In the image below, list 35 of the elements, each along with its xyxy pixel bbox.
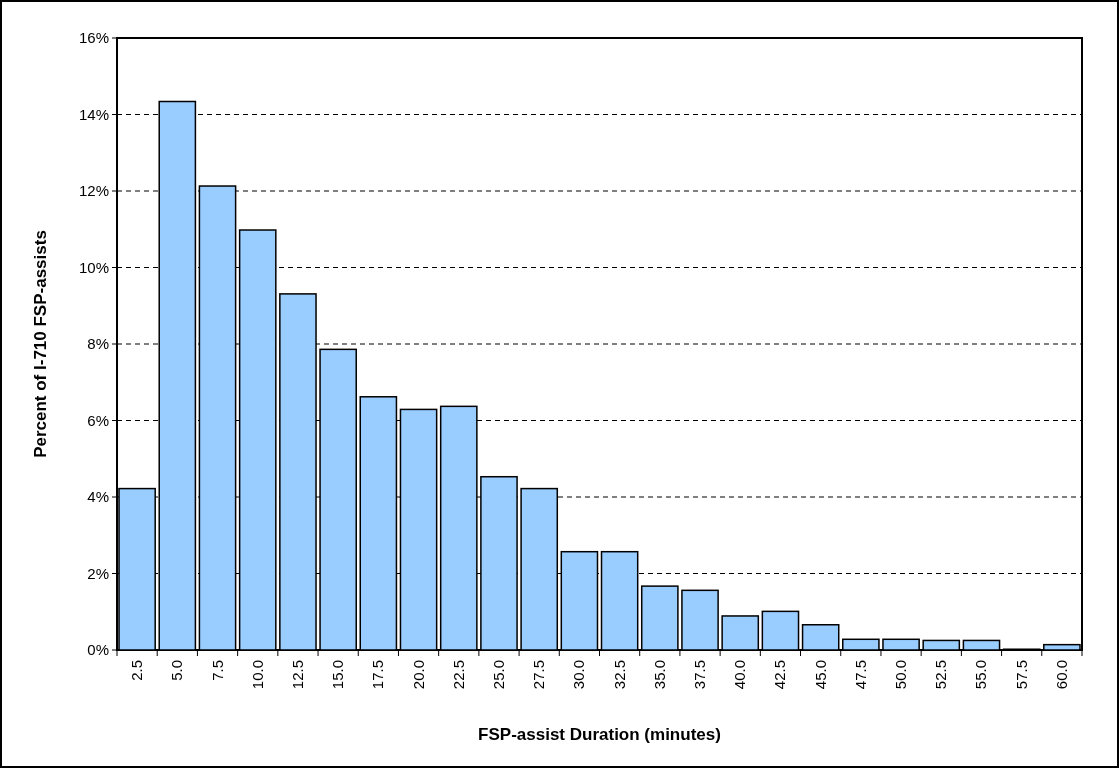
x-tick-label: 20.0 xyxy=(409,660,427,690)
x-tick-label: 55.0 xyxy=(972,660,990,690)
x-tick-label: 52.5 xyxy=(932,660,950,690)
x-tick-label: 7.5 xyxy=(208,660,226,681)
x-tick-label: 50.0 xyxy=(892,660,910,690)
x-tick-label: 10.0 xyxy=(248,660,266,690)
x-tick-label: 45.0 xyxy=(811,660,829,690)
x-tick-label: 42.5 xyxy=(771,660,789,690)
x-tick-label: 57.5 xyxy=(1012,660,1030,690)
x-tick-label: 25.0 xyxy=(489,660,507,690)
y-tick-label: 0% xyxy=(87,641,109,659)
y-tick-label: 8% xyxy=(87,335,109,353)
x-tick-label: 35.0 xyxy=(650,660,668,690)
x-tick-label: 2.5 xyxy=(128,660,146,681)
y-tick-label: 4% xyxy=(87,488,109,506)
y-tick-label: 12% xyxy=(78,182,109,200)
x-tick-label: 32.5 xyxy=(610,660,628,690)
x-tick-label: 47.5 xyxy=(851,660,869,690)
x-tick-label: 22.5 xyxy=(449,660,467,690)
y-tick-label: 2% xyxy=(87,564,109,582)
x-tick-label: 17.5 xyxy=(369,660,387,690)
x-tick-label: 5.0 xyxy=(168,660,186,681)
x-tick-label: 60.0 xyxy=(1052,660,1070,690)
y-tick-label: 6% xyxy=(87,411,109,429)
x-tick-label: 12.5 xyxy=(288,660,306,690)
x-axis-title: FSP-assist Duration (minutes) xyxy=(478,725,721,744)
x-tick-label: 37.5 xyxy=(691,660,709,690)
y-axis-title: Percent of I-710 FSP-assists xyxy=(31,230,50,458)
x-tick-label: 15.0 xyxy=(329,660,347,690)
y-tick-label: 16% xyxy=(78,29,109,47)
y-tick-label: 10% xyxy=(78,258,109,276)
x-tick-label: 27.5 xyxy=(530,660,548,690)
x-tick-label: 30.0 xyxy=(570,660,588,690)
x-tick-label: 40.0 xyxy=(731,660,749,690)
y-tick-label: 14% xyxy=(78,105,109,123)
